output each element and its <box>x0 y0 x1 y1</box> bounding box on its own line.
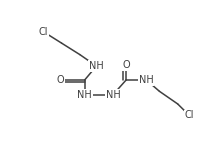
Text: Cl: Cl <box>184 110 194 120</box>
Text: O: O <box>56 75 64 85</box>
Text: NH: NH <box>89 61 104 71</box>
Text: Cl: Cl <box>39 27 48 37</box>
Text: O: O <box>122 60 130 70</box>
Text: NH: NH <box>106 90 120 100</box>
Text: NH: NH <box>77 90 92 100</box>
Text: NH: NH <box>139 75 153 85</box>
